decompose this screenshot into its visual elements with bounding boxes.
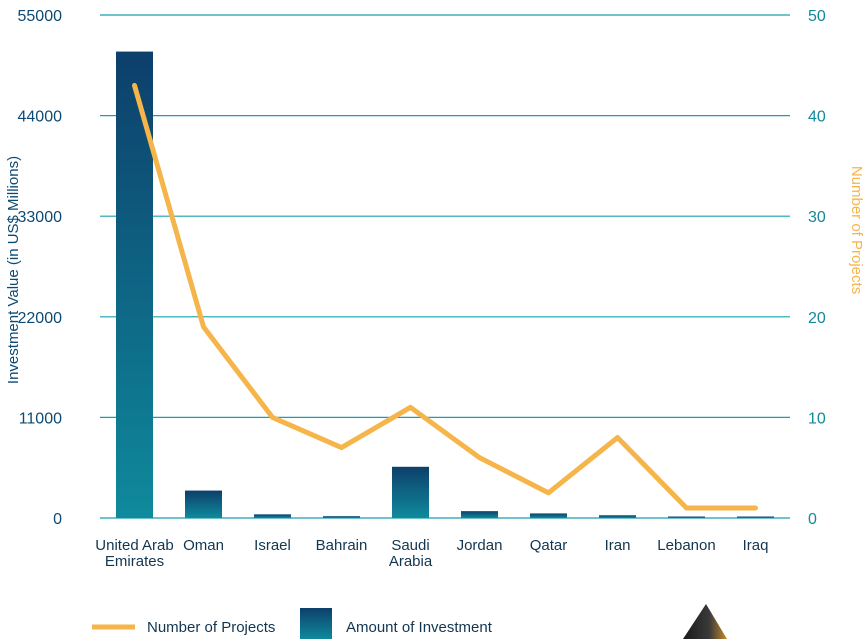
right-tick-label: 20 [808, 310, 826, 327]
legend-label-projects: Number of Projects [147, 619, 275, 636]
right-tick-label: 0 [808, 511, 817, 528]
bar [392, 466, 429, 518]
right-tick-label: 10 [808, 410, 826, 427]
category-label: Lebanon [657, 537, 715, 554]
left-tick-label: 55000 [18, 8, 63, 25]
bar [461, 511, 498, 518]
bar [185, 490, 222, 518]
category-label: Iraq [743, 537, 769, 554]
legend: Number of Projects Amount of Investment [92, 608, 493, 639]
bar [737, 516, 774, 518]
left-tick-label: 44000 [18, 109, 63, 126]
category-label: Iran [605, 537, 631, 554]
bar [668, 516, 705, 518]
arrow-decoration-icon [683, 604, 727, 639]
left-tick-label: 11000 [19, 410, 62, 427]
right-axis-label: Number of Projects [848, 166, 865, 294]
left-tick-label: 22000 [18, 310, 63, 327]
gridlines [100, 14, 790, 519]
bar [116, 51, 153, 518]
left-tick-label: 33000 [18, 209, 63, 226]
line-series [132, 82, 758, 511]
right-axis-ticks: 0 10 20 30 40 50 [808, 8, 826, 528]
bar [254, 514, 291, 518]
category-label: Oman [183, 537, 224, 554]
right-tick-label: 50 [808, 8, 826, 25]
bar [323, 516, 360, 518]
left-axis-ticks: 0 11000 22000 33000 44000 55000 [18, 8, 63, 528]
legend-bar-swatch [300, 608, 332, 639]
left-axis-label: Investment Value (in US$ Millions) [5, 156, 22, 384]
legend-label-investment: Amount of Investment [346, 619, 493, 636]
category-label: Saudi Arabia [389, 537, 433, 570]
bar [530, 513, 567, 518]
category-label: Jordan [457, 537, 503, 554]
category-label: Qatar [530, 537, 568, 554]
left-tick-label: 0 [53, 511, 62, 528]
category-label: Bahrain [316, 537, 368, 554]
category-labels: United Arab Emirates Oman Israel Bahrain Saud… [95, 537, 768, 570]
right-tick-label: 30 [808, 209, 826, 226]
bar [599, 515, 636, 518]
bar-series [116, 51, 774, 518]
category-label: United Arab Emirates [95, 537, 173, 570]
line-path [132, 82, 758, 511]
category-label: Israel [254, 537, 291, 554]
right-tick-label: 40 [808, 109, 826, 126]
